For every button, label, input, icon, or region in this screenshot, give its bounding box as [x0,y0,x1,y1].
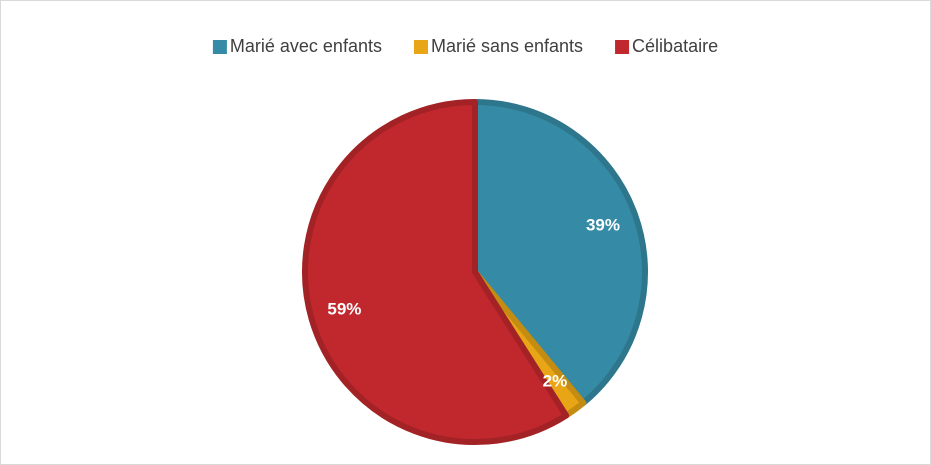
pie-slice [302,99,570,445]
data-label: 59% [327,299,361,318]
legend-swatch [413,40,428,54]
legend-label: Marié sans enfants [431,36,583,56]
legend-swatch [615,40,630,54]
pie-slice [472,99,648,406]
legend-label: Célibataire [632,36,718,56]
data-label: 39% [586,215,620,234]
legend-swatch [212,40,227,54]
data-label: 2% [543,372,568,391]
legend-label: Marié avec enfants [230,36,382,56]
